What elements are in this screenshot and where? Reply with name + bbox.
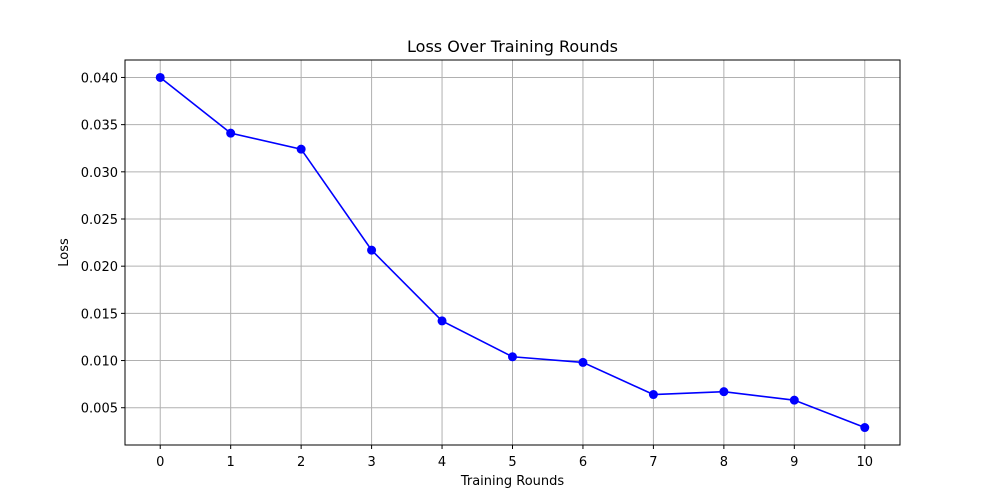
y-tick-label: 0.040 [81, 71, 118, 86]
loss-data-point [367, 245, 377, 255]
x-tick-label: 6 [579, 455, 587, 470]
loss-data-point [789, 395, 799, 405]
grid [125, 60, 900, 445]
series-layer [155, 72, 870, 433]
x-tick-label: 3 [367, 455, 375, 470]
loss-data-point [155, 72, 165, 82]
y-tick-label: 0.020 [81, 260, 118, 275]
x-tick-label: 2 [297, 455, 305, 470]
x-tick-label: 1 [227, 455, 235, 470]
loss-data-point [860, 423, 870, 433]
x-tick-label: 9 [790, 455, 798, 470]
loss-data-point [578, 357, 588, 367]
x-tick-label: 10 [856, 455, 873, 470]
y-axis-label: Loss [57, 238, 72, 267]
chart-title: Loss Over Training Rounds [407, 37, 618, 56]
loss-data-point [719, 387, 729, 397]
x-tick-label: 5 [508, 455, 516, 470]
x-axis-label: Training Rounds [460, 474, 565, 489]
loss-data-point [508, 352, 517, 362]
y-tick-label: 0.015 [81, 307, 118, 322]
x-tick-label: 4 [438, 455, 446, 470]
loss-data-point [437, 316, 447, 326]
loss-data-point [296, 144, 306, 154]
x-tick-label: 0 [156, 455, 164, 470]
y-tick-label: 0.010 [81, 355, 118, 370]
loss-data-point [648, 390, 658, 400]
loss-data-point [226, 128, 236, 138]
x-tick-label: 8 [720, 455, 728, 470]
axis-ticks: 0 1 2 3 4 5 6 7 8 9 10 0.005 0.010 0.015 0.020 0.025 0.0… [81, 71, 873, 470]
y-tick-label: 0.030 [81, 166, 118, 181]
y-tick-label: 0.025 [81, 213, 118, 228]
y-tick-label: 0.005 [81, 402, 118, 417]
x-tick-label: 7 [649, 455, 657, 470]
y-tick-label: 0.035 [81, 119, 118, 134]
